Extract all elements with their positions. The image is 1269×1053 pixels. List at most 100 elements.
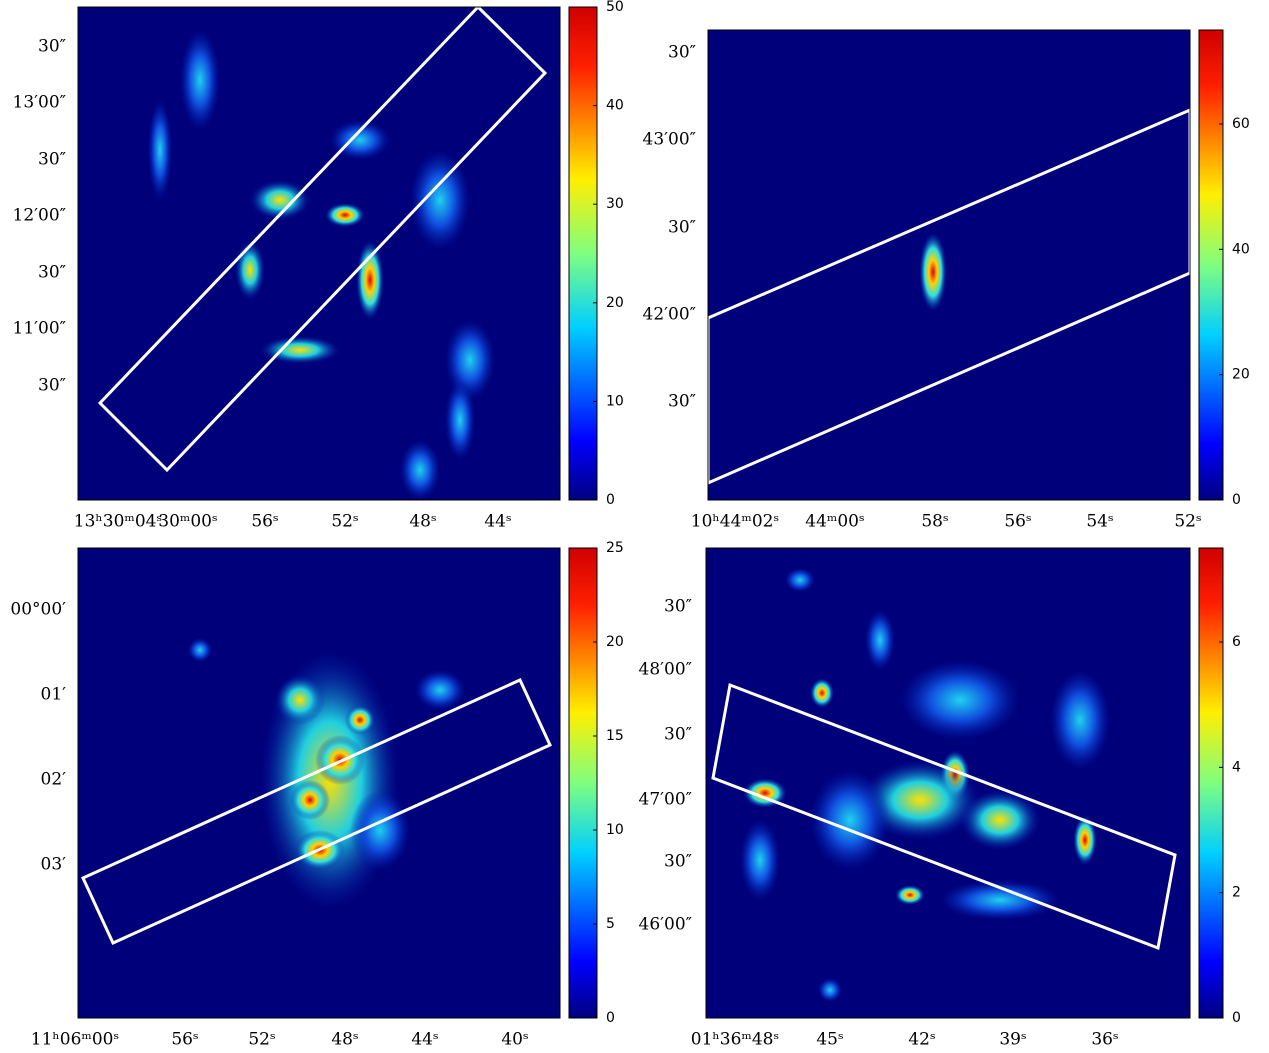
sky-image — [78, 7, 560, 500]
colorbar: 0 5 10 15 20 25 — [569, 540, 624, 1026]
x-tick-label: 56ˢ — [251, 512, 278, 532]
x-tick-label: 10ʰ44ᵐ02ˢ — [691, 512, 779, 532]
emission — [900, 660, 1020, 740]
emission — [940, 880, 1060, 920]
y-tick-label: 13′00″ — [13, 93, 66, 113]
colorbar-gradient — [1199, 30, 1223, 500]
emission — [325, 203, 365, 227]
emission — [1050, 670, 1110, 770]
y-tick-label: 48′00″ — [639, 660, 692, 680]
x-tick-label: 48ˢ — [409, 512, 436, 532]
y-tick-label: 30″ — [38, 263, 66, 283]
x-tick-label: 40ˢ — [501, 1030, 528, 1050]
colorbar-tick-label: 10 — [606, 822, 624, 838]
sky-image — [708, 30, 1190, 500]
y-tick-label: 01′ — [41, 685, 67, 705]
x-tick-label: 44ˢ — [484, 512, 511, 532]
x-tick-label: 01ʰ36ᵐ48ˢ — [691, 1030, 779, 1050]
x-tick-label: 52ˢ — [331, 512, 358, 532]
emission — [919, 232, 947, 312]
y-tick-label: 30″ — [664, 852, 692, 872]
y-tick-label: 11′00″ — [13, 319, 66, 339]
emission — [356, 240, 384, 320]
emission — [180, 30, 220, 130]
y-tick-label: 30″ — [668, 43, 696, 63]
colorbar-tick-label: 15 — [606, 728, 624, 744]
colorbar-tick-label: 20 — [606, 295, 624, 311]
colorbar-tick-label: 10 — [606, 393, 624, 409]
x-tick-label: 45ˢ — [816, 1030, 843, 1050]
x-tick-label: 56ˢ — [171, 1030, 198, 1050]
colorbar-tick-label: 30 — [606, 196, 624, 212]
colorbar-tick-label: 0 — [1232, 1010, 1241, 1026]
y-tick-label: 30″ — [664, 725, 692, 745]
emission — [400, 440, 440, 500]
emission — [410, 150, 470, 250]
y-tick-label: 46′00″ — [639, 915, 692, 935]
y-tick-label: 03′ — [41, 855, 67, 875]
colorbar-tick-label: 20 — [1232, 367, 1250, 383]
colorbar-tick-label: 60 — [1232, 116, 1250, 132]
emission — [290, 780, 330, 820]
emission — [740, 820, 780, 900]
emission — [148, 100, 172, 200]
x-tick-label: 30ᵐ00ˢ — [158, 512, 217, 532]
x-tick-label: 39ˢ — [999, 1030, 1026, 1050]
x-tick-label: 36ˢ — [1091, 1030, 1118, 1050]
sky-image — [706, 548, 1190, 1018]
colorbar-tick-label: 40 — [1232, 241, 1250, 257]
colorbar-tick-label: 25 — [606, 540, 624, 556]
x-tick-label: 42ˢ — [908, 1030, 935, 1050]
colorbar-tick-label: 2 — [1232, 885, 1241, 901]
y-tick-label: 42′00″ — [643, 305, 696, 325]
x-tick-label: 11ʰ06ᵐ00ˢ — [31, 1030, 119, 1050]
emission — [445, 380, 475, 460]
x-tick-label: 52ˢ — [248, 1030, 275, 1050]
y-tick-label: 30″ — [668, 392, 696, 412]
emission — [895, 885, 925, 905]
figure: 13ʰ30ᵐ04ˢ30ᵐ00ˢ 56ˢ 52ˢ 48ˢ 44ˢ 30″ 13′00″ 30″ 1… — [0, 0, 1269, 1053]
emission — [810, 678, 834, 708]
image-background — [708, 30, 1190, 500]
y-tick-label: 12′00″ — [13, 206, 66, 226]
x-tick-label: 13ʰ30ᵐ04ˢ — [74, 512, 162, 532]
colorbar-tick-label: 0 — [1232, 492, 1241, 508]
y-tick-label: 30″ — [664, 597, 692, 617]
y-tick-label: 43′00″ — [643, 130, 696, 150]
colorbar-tick-label: 40 — [606, 98, 624, 114]
colorbar: 0 20 40 60 — [1199, 30, 1250, 508]
emission — [235, 240, 265, 300]
image-background — [78, 7, 560, 500]
emission — [188, 638, 212, 662]
colorbar-tick-label: 20 — [606, 634, 624, 650]
colorbar-gradient — [569, 7, 597, 500]
colorbar-gradient — [569, 548, 597, 1018]
y-tick-label: 47′00″ — [639, 790, 692, 810]
x-tick-label: 56ˢ — [1004, 512, 1031, 532]
colorbar-tick-label: 4 — [1232, 759, 1241, 775]
emission — [818, 978, 842, 1002]
y-tick-label: 30″ — [38, 37, 66, 57]
colorbar-tick-label: 5 — [606, 916, 615, 932]
x-tick-label: 44ᵐ00ˢ — [805, 512, 864, 532]
colorbar-tick-label: 6 — [1232, 634, 1241, 650]
colorbar-tick-label: 0 — [606, 492, 615, 508]
colorbar-tick-label: 50 — [606, 0, 624, 15]
colorbar-gradient — [1199, 548, 1223, 1018]
panel: 01ʰ36ᵐ48ˢ 45ˢ 42ˢ 39ˢ 36ˢ 30″ 48′00″ 30″ 47′00″ 3… — [639, 548, 1241, 1050]
x-tick-label: 48ˢ — [331, 1030, 358, 1050]
emission — [275, 675, 325, 725]
y-tick-label: 30″ — [668, 218, 696, 238]
colorbar-tick-label: 0 — [606, 1010, 615, 1026]
emission — [415, 670, 465, 710]
emission — [865, 610, 895, 670]
y-tick-label: 30″ — [38, 376, 66, 396]
x-tick-label: 52ˢ — [1174, 512, 1201, 532]
y-tick-label: 30″ — [38, 150, 66, 170]
x-tick-label: 58ˢ — [921, 512, 948, 532]
x-tick-label: 44ˢ — [411, 1030, 438, 1050]
colorbar: 0 2 4 6 — [1199, 548, 1241, 1026]
